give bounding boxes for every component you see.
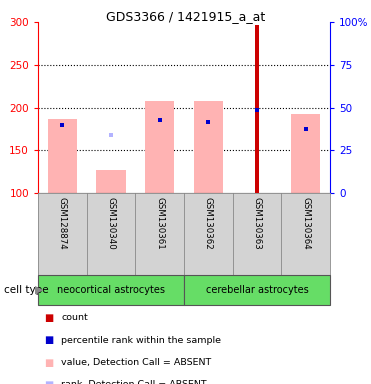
Text: ▶: ▶ (35, 285, 43, 295)
Text: GSM130362: GSM130362 (204, 197, 213, 250)
Text: count: count (61, 313, 88, 323)
Bar (48, 119, 77, 193)
Bar (184, 275, 330, 305)
Text: ■: ■ (45, 313, 54, 323)
Text: GSM130340: GSM130340 (106, 197, 115, 250)
Text: percentile rank within the sample: percentile rank within the sample (61, 336, 221, 345)
Text: GSM130363: GSM130363 (253, 197, 262, 250)
Bar (38, 275, 184, 305)
Bar (255, 25, 259, 193)
Text: ■: ■ (45, 358, 54, 367)
Text: neocortical astrocytes: neocortical astrocytes (57, 285, 165, 295)
Bar (194, 101, 223, 193)
Bar (291, 114, 320, 193)
Text: GDS3366 / 1421915_a_at: GDS3366 / 1421915_a_at (106, 10, 265, 23)
Bar (96, 170, 126, 193)
Text: GSM130364: GSM130364 (301, 197, 310, 250)
Text: GSM130361: GSM130361 (155, 197, 164, 250)
Text: rank, Detection Call = ABSENT: rank, Detection Call = ABSENT (61, 380, 207, 384)
Text: value, Detection Call = ABSENT: value, Detection Call = ABSENT (61, 358, 211, 367)
Bar (145, 101, 174, 193)
Text: cerebellar astrocytes: cerebellar astrocytes (206, 285, 308, 295)
Text: cell type: cell type (4, 285, 48, 295)
Text: ■: ■ (45, 380, 54, 384)
Text: GSM128874: GSM128874 (58, 197, 67, 250)
Text: ■: ■ (45, 335, 54, 345)
